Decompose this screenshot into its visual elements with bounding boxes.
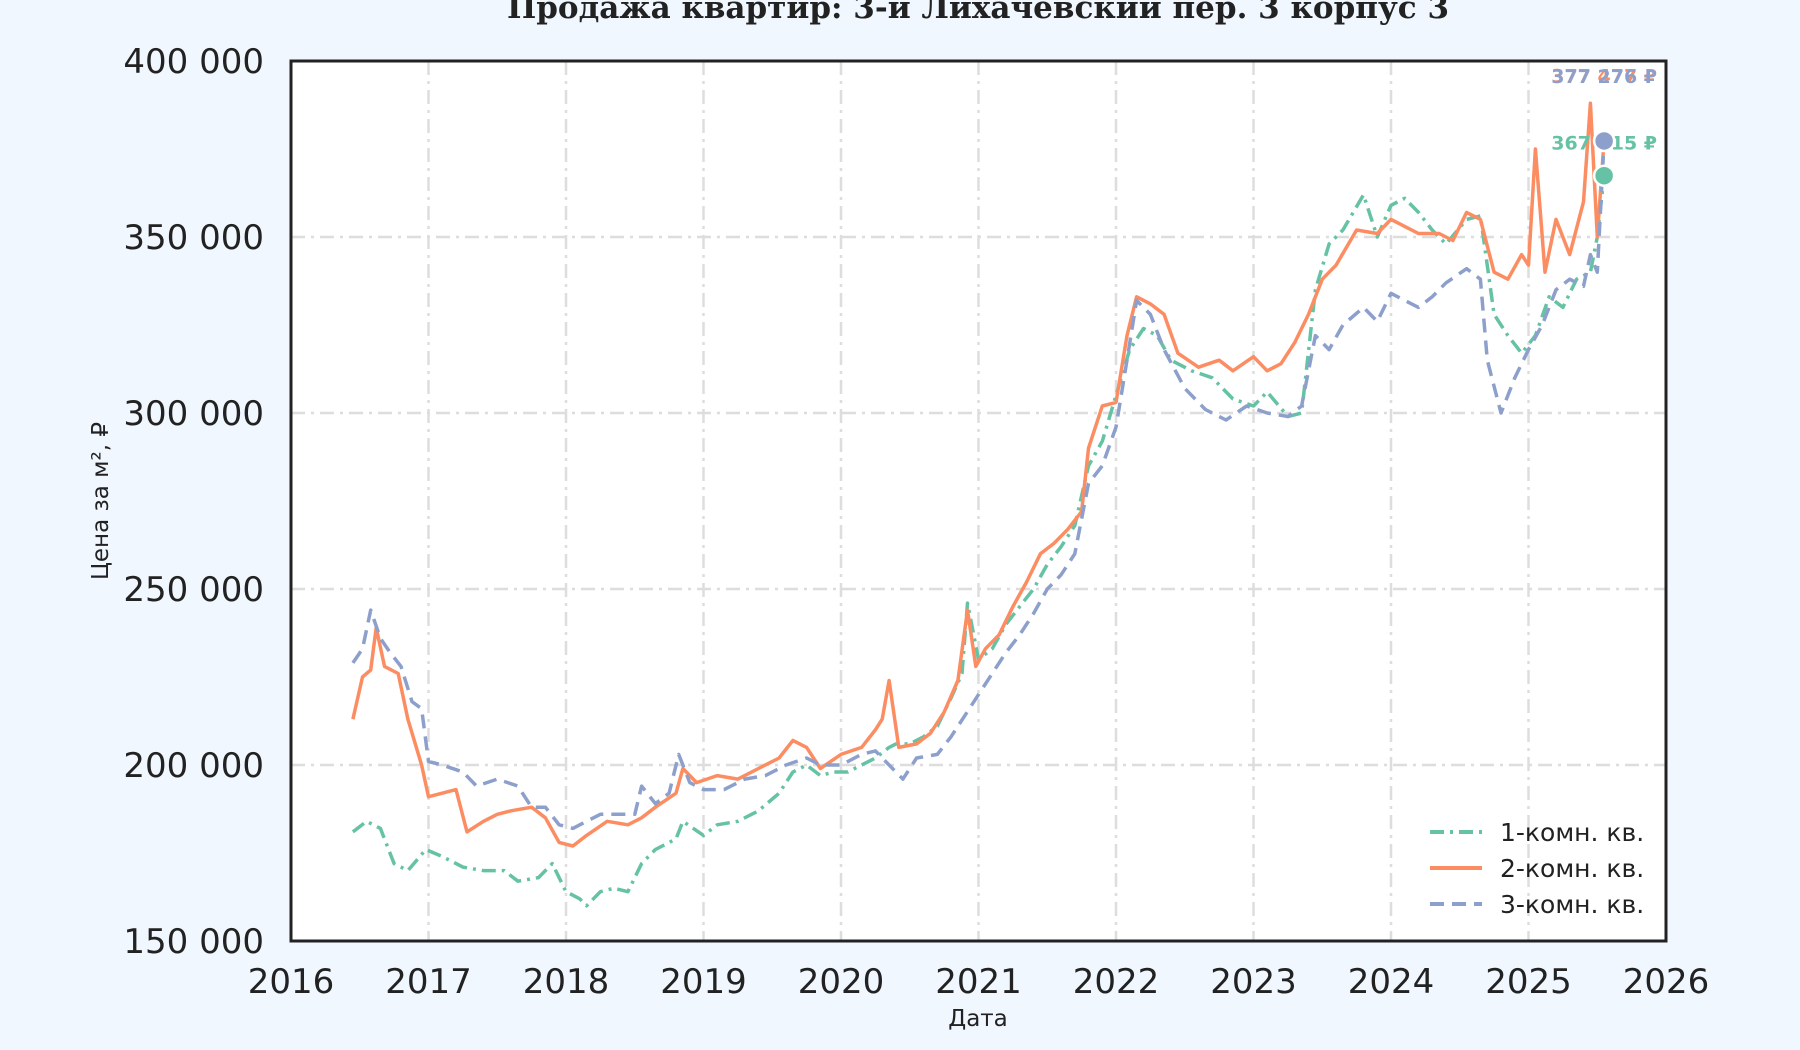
x-tick-label: 2021 (935, 962, 1022, 1002)
y-tick-label: 400 000 (123, 42, 264, 82)
y-tick-label: 300 000 (123, 394, 264, 434)
series-line-2 (351, 101, 1606, 848)
legend-label-2: 2-комн. кв. (1500, 854, 1644, 883)
legend: 1-комн. кв. 2-комн. кв. 3-комн. кв. (1430, 818, 1644, 919)
x-tick-label: 2022 (1073, 962, 1160, 1002)
legend-label-3: 3-комн. кв. (1500, 890, 1644, 919)
end-markers: 367 415 ₽377 477 ₽377 276 ₽ (1551, 65, 1657, 187)
x-tick-label: 2018 (523, 962, 610, 1002)
legend-label-1: 1-комн. кв. (1500, 818, 1644, 847)
x-tick-label: 2017 (385, 962, 472, 1002)
y-tick-labels: 150 000 200 000 250 000 300 000 350 000 400 0… (123, 42, 264, 962)
x-tick-label: 2026 (1623, 962, 1710, 1002)
series-end-label-2: 377 477 ₽ (1551, 65, 1657, 87)
series-layer (351, 101, 1606, 908)
x-tick-label: 2019 (660, 962, 747, 1002)
x-tick-label: 2024 (1348, 962, 1435, 1002)
series-end-marker-3 (1592, 129, 1616, 153)
y-tick-label: 200 000 (123, 746, 264, 786)
x-tick-label: 2023 (1210, 962, 1297, 1002)
x-tick-label: 2016 (248, 962, 335, 1002)
y-tick-label: 150 000 (123, 922, 264, 962)
x-tick-label: 2020 (798, 962, 885, 1002)
x-tick-labels: 2016 2017 2018 2019 2020 2021 2022 2023 2024 2025… (248, 962, 1710, 1002)
chart-title: Продажа квартир: 3-й Лихачевский пер. 3 … (507, 0, 1449, 26)
y-tick-label: 350 000 (123, 218, 264, 258)
y-axis-label: Цена за м², ₽ (88, 422, 114, 580)
series-end-label-3: 377 276 ₽ (1551, 66, 1657, 88)
plot-frame (289, 59, 1668, 943)
series-line-3 (351, 140, 1606, 831)
x-axis-label: Дата (948, 1006, 1008, 1032)
y-tick-label: 250 000 (123, 570, 264, 610)
x-tick-label: 2025 (1485, 962, 1572, 1002)
series-end-marker-1 (1592, 164, 1616, 187)
